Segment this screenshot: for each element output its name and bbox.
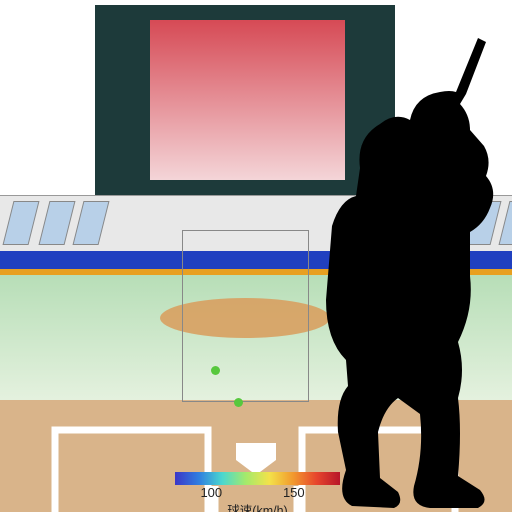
batter-silhouette: [0, 0, 512, 512]
speed-legend-bar: [175, 472, 340, 485]
pitch-location-chart: 100 150 球速(km/h): [0, 0, 512, 512]
speed-legend-tick: 100: [200, 485, 222, 500]
speed-legend-tick: 150: [283, 485, 305, 500]
speed-legend-label: 球速(km/h): [175, 500, 340, 512]
